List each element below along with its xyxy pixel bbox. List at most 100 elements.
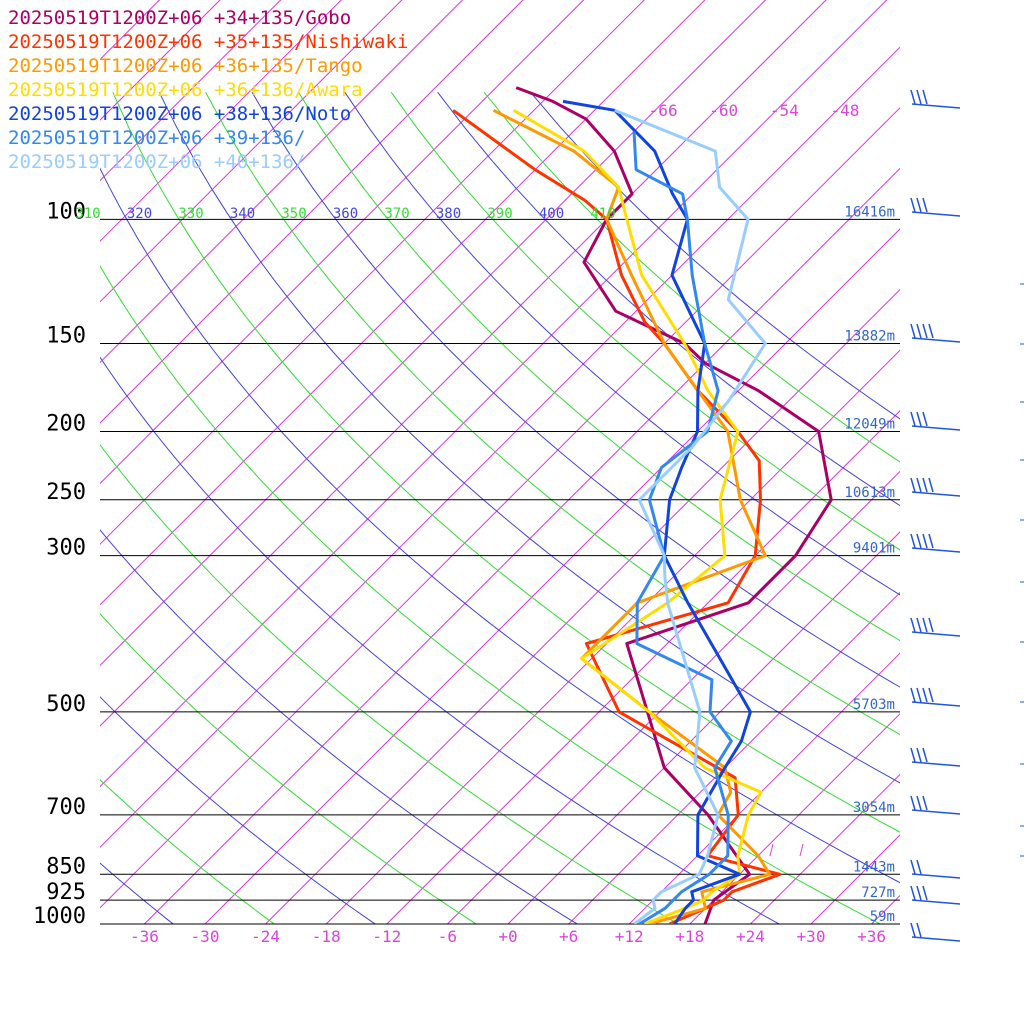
pressure-level-label: 150 bbox=[46, 323, 86, 348]
pressure-level-label: 850 bbox=[46, 854, 86, 879]
isotherm-line bbox=[100, 0, 221, 121]
theta-label: 340 bbox=[230, 206, 255, 222]
isotherm-line bbox=[871, 894, 900, 924]
height-label: 5703m bbox=[853, 697, 895, 713]
mixing-ratio-line bbox=[799, 843, 804, 857]
wind-barb-icon bbox=[910, 687, 961, 707]
upper-temperature-label: -54 bbox=[770, 101, 799, 120]
height-label: 3054m bbox=[853, 800, 895, 816]
upper-temperature-label: -48 bbox=[830, 101, 859, 120]
wind-barb-icon bbox=[910, 859, 961, 879]
legend-entry: 20250519T1200Z+06 +36+135/Tango bbox=[8, 55, 363, 77]
dry-adiabat-line bbox=[100, 862, 175, 924]
temperature-tick-label: +0 bbox=[498, 927, 517, 946]
sounding-line bbox=[614, 108, 767, 924]
temperature-tick-label: +12 bbox=[615, 927, 644, 946]
dry-adiabat-line bbox=[100, 167, 900, 884]
theta-label: 380 bbox=[436, 206, 461, 222]
isotherm-line bbox=[507, 531, 900, 924]
height-label: 1443m bbox=[853, 859, 895, 875]
temperature-tick-label: +36 bbox=[857, 927, 886, 946]
theta-label: 400 bbox=[539, 206, 564, 222]
temperature-tick-label: -12 bbox=[372, 927, 401, 946]
wind-barb-icon bbox=[910, 533, 961, 553]
isotherm-line bbox=[100, 0, 464, 364]
temperature-tick-label: -6 bbox=[438, 927, 457, 946]
upper-temperature-labels: -66 -60 -54 -48 bbox=[649, 101, 860, 120]
isotherm-line bbox=[689, 713, 900, 924]
temperature-tick-label: -24 bbox=[251, 927, 280, 946]
theta-label: 370 bbox=[384, 206, 409, 222]
wind-barb-icon bbox=[910, 617, 961, 637]
isotherm-line bbox=[628, 652, 900, 924]
theta-label: 350 bbox=[281, 206, 306, 222]
height-label: 13882m bbox=[844, 328, 895, 344]
dry-adiabat-line bbox=[158, 92, 900, 784]
pressure-level-label: 200 bbox=[46, 412, 86, 437]
wind-barb-icon bbox=[910, 477, 961, 497]
legend: 20250519T1200Z+06 +34+135/Gobo20250519T1… bbox=[8, 7, 408, 173]
dry-adiabat-lines bbox=[100, 91, 900, 924]
sounding-series bbox=[452, 86, 833, 924]
isotherm-line bbox=[568, 591, 900, 924]
dry-adiabat-line bbox=[205, 92, 900, 736]
wind-barb-icon bbox=[910, 795, 961, 815]
dry-adiabat-line bbox=[251, 92, 900, 688]
legend-entry: 20250519T1200Z+06 +35+135/Nishiwaki bbox=[8, 31, 408, 53]
isotherm-line bbox=[810, 834, 900, 924]
dry-adiabat-line bbox=[100, 779, 276, 924]
theta-label: 410 bbox=[590, 206, 615, 222]
temperature-tick-label: -36 bbox=[130, 927, 159, 946]
isotherm-line bbox=[100, 0, 342, 242]
theta-label: 360 bbox=[333, 206, 358, 222]
legend-entry: 20250519T1200Z+06 +36+136/Awara bbox=[8, 79, 363, 101]
height-label: 9401m bbox=[853, 541, 895, 557]
height-label: 59m bbox=[870, 909, 895, 925]
sounding-line bbox=[562, 99, 752, 924]
isotherm-line bbox=[932, 0, 1024, 924]
wind-barb-icon bbox=[910, 885, 961, 905]
pressure-level-label: 250 bbox=[46, 480, 86, 505]
height-label: 16416m bbox=[844, 204, 895, 220]
upper-temperature-label: -60 bbox=[709, 101, 738, 120]
temperature-tick-label: +24 bbox=[736, 927, 765, 946]
dry-adiabat-line bbox=[100, 443, 680, 924]
wind-barb-icon bbox=[910, 411, 961, 431]
pressure-level-label: 1000 bbox=[33, 904, 86, 929]
temperature-tick-label: +30 bbox=[797, 927, 826, 946]
isotherm-line bbox=[386, 410, 900, 924]
sounding-line bbox=[512, 109, 763, 924]
upper-temperature-label: -66 bbox=[649, 101, 678, 120]
height-label: 727m bbox=[861, 885, 895, 901]
pressure-level-lines: 100 16416m 150 13882m 200 12049m 250 10613m 300 9… bbox=[33, 199, 900, 929]
isotherm-line bbox=[750, 773, 900, 924]
dry-adiabat-line bbox=[100, 696, 377, 924]
legend-entry: 20250519T1200Z+06 +34+135/Gobo bbox=[8, 7, 351, 29]
wind-barb-icon bbox=[910, 197, 961, 217]
legend-entry: 20250519T1200Z+06 +38+136/Noto bbox=[8, 103, 351, 125]
height-label: 10613m bbox=[844, 485, 895, 501]
wind-barb-icon bbox=[910, 922, 961, 942]
dry-adiabat-line bbox=[390, 92, 900, 551]
height-label: 12049m bbox=[844, 417, 895, 433]
dry-adiabat-line bbox=[298, 92, 900, 642]
dry-adiabat-line bbox=[100, 529, 579, 924]
temperature-tick-labels: -36 -30 -24 -18 -12 -6 +0 +6 +12 +18 +24 +30 +36 bbox=[130, 927, 886, 946]
temperature-tick-label: -30 bbox=[191, 927, 220, 946]
isotherm-line bbox=[100, 0, 403, 303]
isotherm-line bbox=[265, 288, 900, 924]
dry-adiabat-line bbox=[344, 92, 900, 596]
temperature-tick-label: -18 bbox=[312, 927, 341, 946]
wind-barb-icon bbox=[910, 89, 961, 109]
dry-adiabat-line bbox=[100, 613, 478, 924]
sounding-line bbox=[492, 108, 772, 924]
sounding-line bbox=[452, 109, 782, 924]
wind-barb-icon bbox=[910, 323, 961, 343]
pressure-level-label: 700 bbox=[46, 795, 86, 820]
pressure-level-label: 925 bbox=[46, 880, 86, 905]
isotherm-line bbox=[100, 0, 524, 424]
isotherm-line bbox=[447, 470, 900, 924]
dry-adiabat-line bbox=[112, 92, 900, 833]
mixing-ratio-line bbox=[769, 843, 774, 857]
